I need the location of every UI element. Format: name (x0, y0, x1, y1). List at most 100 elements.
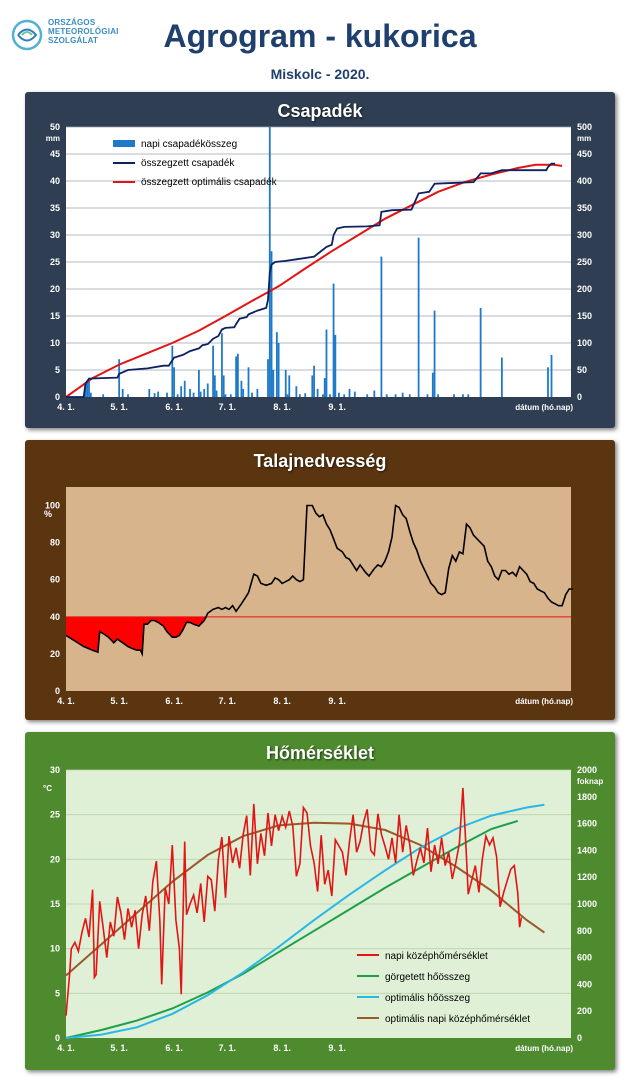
daily-mean-temp-line (65, 787, 523, 1016)
y-tick-label: 100 (45, 501, 60, 511)
y2-tick-label: 300 (577, 230, 592, 240)
x-axis-label: dátum (hó.nap) (515, 1044, 573, 1053)
y2-tick-label: 200 (577, 1006, 592, 1016)
precip-bar (153, 393, 156, 397)
y-tick-label: 50 (50, 122, 60, 132)
precip-bar (348, 388, 351, 397)
precip-bar (199, 391, 202, 397)
y-axis-unit: % (44, 509, 52, 519)
precip-bar (277, 343, 280, 397)
precip-bar (426, 394, 429, 397)
precip-bar (288, 375, 291, 397)
legend-label: napi középhőmérséklet (385, 951, 488, 962)
x-tick-label: 8. 1. (273, 1043, 291, 1053)
y2-tick-label: 2000 (577, 765, 597, 775)
y-tick-label: 15 (50, 899, 60, 909)
x-tick-label: 4. 1. (57, 1043, 75, 1053)
precip-bar (268, 127, 271, 397)
temperature-panel: Hőmérséklet 0 5 10 15 20 25 30 4. 1. 5. 1. 6. 1. 7… (25, 732, 615, 1070)
precip-bar (189, 388, 191, 397)
y-tick-label: 60 (50, 575, 60, 585)
precip-bar (433, 310, 436, 397)
precip-bar (286, 394, 289, 397)
precip-bar (118, 359, 121, 397)
logo-line-3: SZOLGÁLAT (48, 36, 99, 45)
precip-bar (102, 394, 105, 397)
logo-line-2: METEOROLÓGIAI (48, 27, 119, 36)
legend-swatch-bar (113, 140, 135, 147)
legend-label: optimális hőösszeg (385, 993, 470, 1004)
y2-tick-label: 1000 (577, 899, 597, 909)
precip-bar (224, 394, 227, 397)
x-tick-label: 8. 1. (273, 402, 291, 412)
precip-bar (325, 329, 328, 397)
y2-tick-label: 50 (577, 365, 587, 375)
y-tick-label: 0 (55, 1033, 60, 1043)
y2-tick-label: 100 (577, 338, 592, 348)
y-tick-label: 20 (50, 854, 60, 864)
y2-tick-label: 0 (577, 392, 582, 402)
x-tick-label: 6. 1. (165, 1043, 183, 1053)
precip-bar (267, 359, 269, 397)
precip-bar (547, 367, 549, 397)
logo-line-1: ORSZÁGOS (48, 18, 96, 27)
precip-bar (247, 367, 250, 397)
precip-bar (180, 386, 183, 397)
legend-label: görgetett hőösszeg (385, 972, 470, 983)
precip-bar (222, 375, 225, 397)
precip-bar (192, 392, 195, 397)
x-tick-label: 9. 1. (328, 696, 346, 706)
precip-bar (212, 345, 214, 397)
precip-bar (240, 380, 243, 397)
precip-bar (215, 390, 218, 397)
soil-moisture-panel: Talajnedvesség 0 20 40 60 80 100 4. 1. 5. 1. 6. … (25, 440, 615, 720)
rolling-heat-sum-line (65, 819, 519, 1039)
y-tick-label: 0 (55, 686, 60, 696)
precip-bar (304, 393, 307, 397)
precip-bar (343, 394, 346, 397)
precip-bar (235, 356, 238, 397)
y2-tick-label: 1800 (577, 792, 597, 802)
precip-bar (148, 388, 151, 397)
y2-tick-label: 800 (577, 926, 592, 936)
precip-bar (373, 390, 376, 397)
y2-tick-label: 400 (577, 176, 592, 186)
y2-tick-label: 0 (577, 1033, 582, 1043)
x-tick-label: 9. 1. (328, 1043, 346, 1053)
legend-label: napi csapadékösszeg (141, 139, 237, 150)
precip-bar (251, 392, 253, 397)
y-tick-label: 20 (50, 649, 60, 659)
y-tick-label: 10 (50, 338, 60, 348)
precip-bar (176, 394, 179, 397)
precip-bar (270, 251, 273, 397)
plot-area (66, 487, 571, 691)
x-tick-label: 5. 1. (110, 402, 128, 412)
precip-bar (284, 370, 287, 397)
soil-moisture-title: Talajnedvesség (253, 451, 387, 471)
precip-bar (431, 372, 434, 397)
precip-bar (417, 237, 420, 397)
page-subtitle: Miskolc - 2020. (270, 66, 370, 82)
precip-bar (89, 392, 92, 397)
precip-bar (394, 394, 397, 397)
precip-bar (213, 375, 216, 397)
precip-bar (88, 379, 90, 397)
precip-bar (408, 394, 411, 397)
precip-bar (550, 354, 553, 397)
y-tick-label: 10 (50, 944, 60, 954)
x-tick-label: 4. 1. (57, 696, 75, 706)
y-axis-unit: mm (46, 134, 60, 143)
x-tick-label: 7. 1. (218, 1043, 236, 1053)
x-tick-label: 8. 1. (273, 696, 291, 706)
precip-bar (462, 394, 464, 397)
precip-bar (242, 388, 245, 397)
precip-bar (157, 391, 160, 397)
y2-tick-label: 350 (577, 203, 592, 213)
precip-bar (401, 392, 404, 397)
precip-bar (453, 394, 455, 397)
y2-tick-label: 1400 (577, 845, 597, 855)
y2-tick-label: 450 (577, 149, 592, 159)
precip-bar (183, 380, 186, 397)
y2-tick-label: 1200 (577, 872, 597, 882)
y-tick-label: 40 (50, 176, 60, 186)
